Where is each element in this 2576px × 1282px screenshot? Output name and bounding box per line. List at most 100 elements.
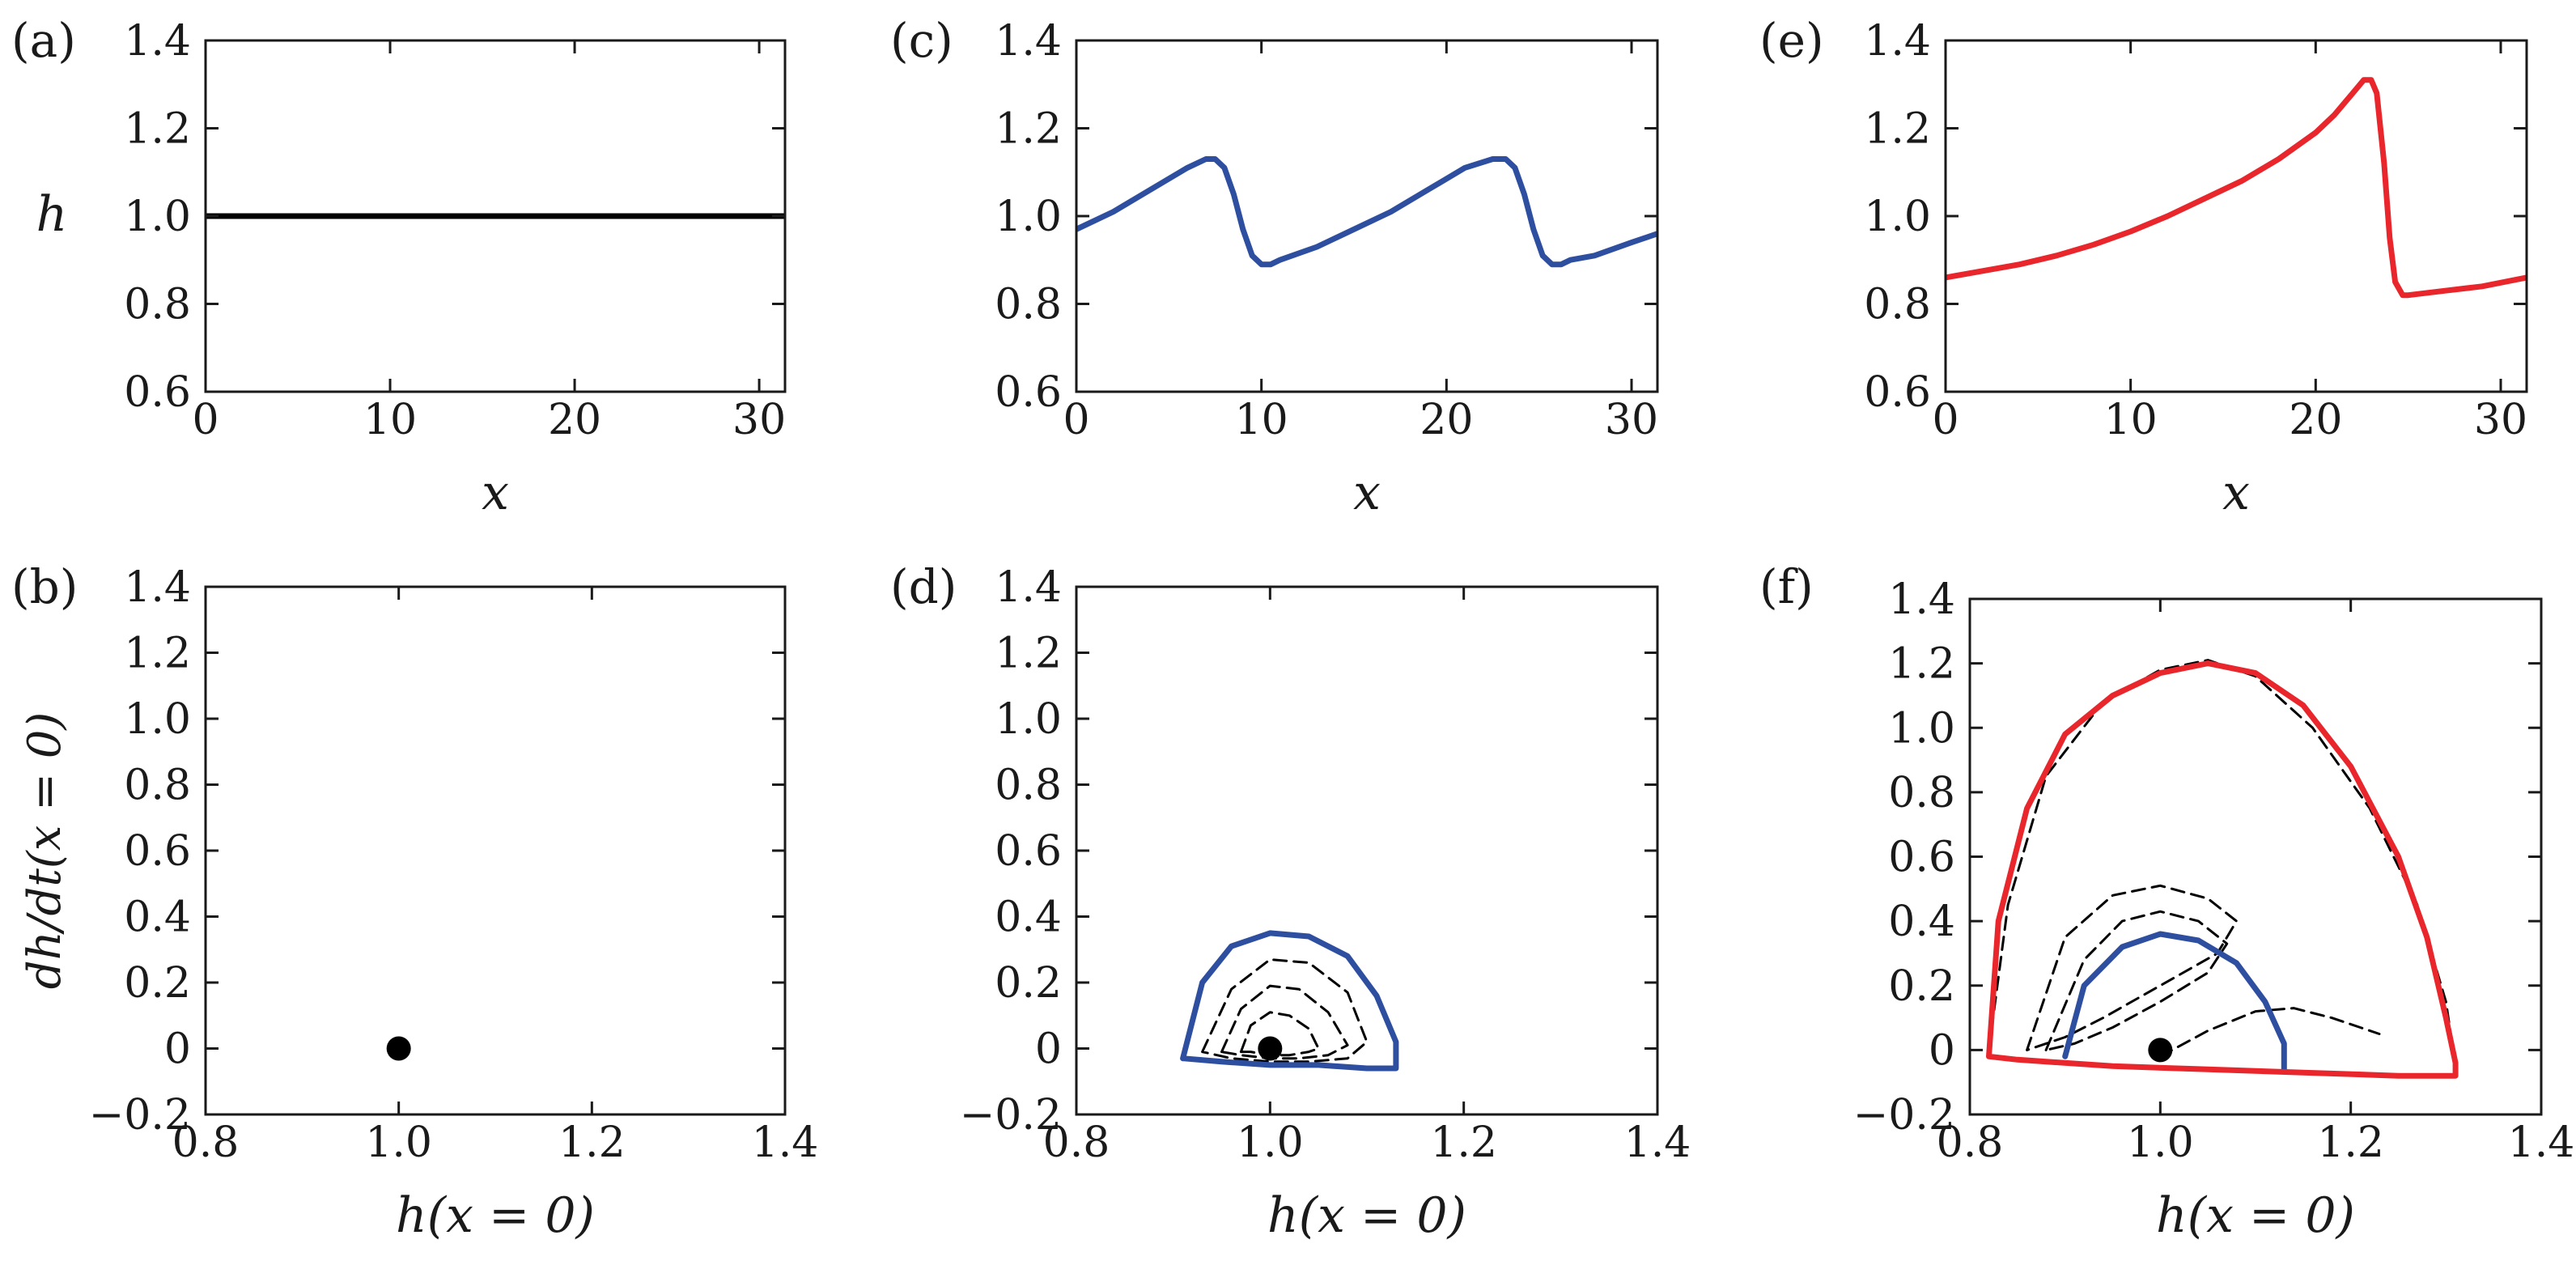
panel-label: (f) (1759, 559, 1814, 614)
y-tick-label: 1.0 (1864, 193, 1931, 241)
y-tick-label: 1.2 (124, 630, 191, 678)
y-tick-label: 0 (164, 1025, 191, 1074)
x-tick-label: 1.4 (2508, 1119, 2575, 1167)
y-tick-label: 1.4 (995, 563, 1062, 612)
x-axis-label: h(x = 0) (396, 1187, 595, 1244)
plot-frame (1944, 39, 2528, 393)
y-tick-label: 1.2 (1864, 105, 1931, 154)
x-tick-label: 30 (2474, 396, 2527, 444)
x-tick-label: 0 (192, 396, 219, 444)
x-tick-label: 10 (1235, 396, 1288, 444)
y-tick-label: 0.8 (1888, 769, 1955, 817)
y-tick-label: −0.2 (1853, 1091, 1955, 1140)
x-tick-label: 1.0 (2127, 1119, 2194, 1167)
x-axis-label: x (1353, 465, 1381, 521)
panel-b: 0.8 1.0 1.2 1.4 −0.2 0 0.2 0.4 0.6 0.8 1.0 1.2 1.4 (b… (11, 559, 818, 1244)
y-tick-label: 0.6 (1888, 834, 1955, 882)
y-tick-label: 0.4 (1888, 898, 1955, 946)
panel-label: (e) (1759, 13, 1824, 68)
y-tick-label: 1.2 (995, 630, 1062, 678)
y-tick-label: 1.2 (995, 105, 1062, 154)
x-tick-label: 20 (2289, 396, 2342, 444)
series-line-3 (1988, 659, 2457, 1068)
x-axis-label: h(x = 0) (2156, 1187, 2355, 1244)
y-tick-label: 0.4 (995, 894, 1062, 942)
series-line-0 (2026, 884, 2238, 1051)
y-tick-label: 0 (1035, 1025, 1062, 1074)
y-tick-label: 0.4 (124, 894, 191, 942)
panel-label: (d) (890, 559, 957, 614)
y-tick-label: 0.8 (995, 762, 1062, 810)
series-line-1 (2044, 910, 2229, 1051)
fixed-point-marker (386, 1036, 411, 1061)
series-line-2 (2158, 1007, 2381, 1058)
plot-frame (1075, 585, 1659, 1116)
y-tick-label: 0.6 (995, 368, 1062, 417)
x-tick-label: 0.8 (1937, 1119, 2004, 1167)
x-tick-label: 20 (548, 396, 601, 444)
x-tick-label: 1.0 (365, 1119, 432, 1167)
y-tick-label: 0.8 (1864, 281, 1931, 329)
x-tick-label: 1.0 (1237, 1119, 1304, 1167)
x-tick-label: 10 (2104, 396, 2158, 444)
panel-c: 0 10 20 30 0.6 0.8 1.0 1.2 1.4 (c) x (890, 13, 1659, 521)
series-line-0 (1201, 958, 1369, 1063)
y-tick-label: 0.8 (124, 762, 191, 810)
y-tick-label: 1.0 (124, 695, 191, 744)
fixed-point-marker (2148, 1038, 2173, 1063)
x-axis-label: h(x = 0) (1267, 1187, 1466, 1244)
y-tick-label: −0.2 (89, 1091, 191, 1140)
y-tick-label: 0.2 (995, 959, 1062, 1008)
y-tick-label: 0 (1929, 1026, 1955, 1075)
panel-label: (c) (890, 13, 953, 68)
y-tick-label: 1.4 (124, 563, 191, 612)
x-tick-label: 1.2 (2317, 1119, 2384, 1167)
panel-e: 0 10 20 30 0.6 0.8 1.0 1.2 1.4 (e) x (1759, 13, 2528, 521)
y-tick-label: 1.2 (1888, 640, 1955, 689)
y-tick-label: 1.0 (995, 695, 1062, 744)
y-tick-label: 0.8 (124, 281, 191, 329)
series-line-1 (1220, 984, 1349, 1060)
y-axis-label: dh/dt(x = 0) (19, 712, 71, 990)
y-tick-label: 1.4 (1864, 17, 1931, 66)
y-tick-label: 0.8 (995, 281, 1062, 329)
series-line-5 (1986, 660, 2459, 1079)
series-line-0 (1946, 77, 2527, 299)
y-tick-label: 0.2 (124, 959, 191, 1008)
x-tick-label: 0.8 (172, 1119, 240, 1167)
y-tick-label: 1.4 (995, 17, 1062, 66)
x-tick-label: 30 (732, 396, 786, 444)
x-axis-label: x (2222, 465, 2250, 521)
y-tick-label: 1.4 (124, 17, 191, 66)
panel-a: 0 10 20 30 0.6 0.8 1.0 1.2 1.4 (a) x h (11, 13, 787, 521)
y-tick-label: 1.2 (124, 105, 191, 154)
plot-area (386, 1036, 411, 1061)
panel-label: (a) (11, 13, 76, 68)
plot-area (1946, 77, 2527, 299)
plot-area (1180, 930, 1399, 1072)
x-tick-label: 0 (1063, 396, 1089, 444)
x-tick-label: 0 (1932, 396, 1959, 444)
fixed-point-marker (1258, 1036, 1283, 1061)
plot-frame (204, 585, 787, 1116)
plot-area (1986, 659, 2459, 1079)
series-line-4 (2062, 931, 2287, 1072)
y-tick-label: 0.6 (124, 368, 191, 417)
x-tick-label: 1.2 (558, 1119, 626, 1167)
x-tick-label: 0.8 (1043, 1119, 1110, 1167)
panel-d: 0.8 1.0 1.2 1.4 −0.2 0 0.2 0.4 0.6 0.8 1.0 1.2 1.4 (d… (890, 559, 1691, 1244)
y-tick-label: 0.2 (1888, 962, 1955, 1011)
y-tick-label: 0.6 (995, 827, 1062, 876)
panel-f: 0.8 1.0 1.2 1.4 −0.2 0 0.2 0.4 0.6 0.8 1.0 1.2 1.4 (f… (1759, 559, 2574, 1244)
y-tick-label: −0.2 (960, 1091, 1062, 1140)
x-tick-label: 1.4 (752, 1119, 819, 1167)
series-line-3 (1180, 930, 1399, 1072)
y-tick-label: 0.6 (124, 827, 191, 876)
x-tick-label: 1.2 (1430, 1119, 1497, 1167)
y-tick-label: 1.0 (124, 193, 191, 241)
plot-area (1076, 156, 1657, 268)
series-line-0 (1076, 156, 1657, 268)
x-axis-label: x (482, 465, 509, 521)
plot-frame (1075, 39, 1659, 393)
